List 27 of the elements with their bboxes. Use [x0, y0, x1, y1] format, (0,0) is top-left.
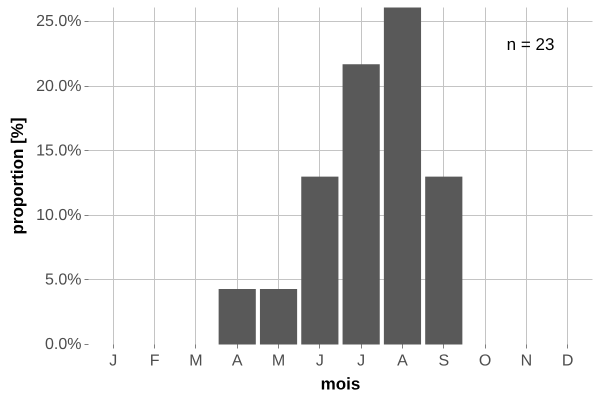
x-tick-label: F — [150, 352, 160, 370]
x-tick-label: A — [397, 352, 408, 370]
bar — [260, 288, 298, 344]
y-tick-label: 5.0% — [45, 271, 82, 288]
x-axis-title: mois — [320, 374, 360, 394]
x-tick-label: J — [316, 352, 324, 370]
bar — [218, 288, 256, 344]
x-tick-label: A — [232, 352, 243, 370]
y-tick-label: 10.0% — [36, 206, 82, 224]
bar — [384, 8, 422, 344]
x-tick-label: S — [438, 352, 450, 370]
bar — [342, 64, 380, 344]
x-tick-label: N — [520, 352, 532, 370]
x-tick-label: J — [109, 352, 118, 370]
bar — [425, 176, 462, 344]
bar — [301, 176, 338, 344]
y-tick-label: 25.0% — [36, 13, 82, 30]
x-tick-label: J — [357, 352, 366, 370]
x-tick-label: D — [562, 352, 574, 370]
y-tick-label: 20.0% — [36, 78, 82, 95]
y-tick-label: 0.0% — [45, 336, 82, 353]
x-tick-label: M — [272, 352, 286, 370]
y-axis-title: proportion [%] — [8, 117, 28, 235]
x-tick-label: O — [478, 352, 492, 370]
x-tick-label: M — [189, 352, 203, 370]
y-tick-label: 15.0% — [36, 142, 82, 160]
annotation: n = 23 — [506, 35, 554, 54]
